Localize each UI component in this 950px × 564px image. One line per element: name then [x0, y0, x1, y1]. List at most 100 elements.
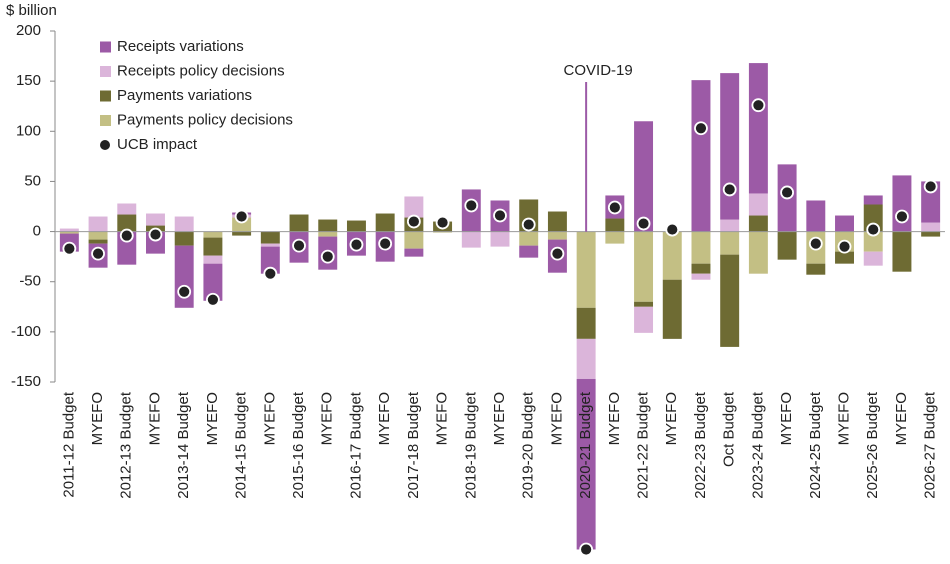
- ucb-dot: [464, 198, 479, 213]
- bar-segment: [634, 231, 654, 302]
- ucb-dot: [62, 241, 77, 256]
- bar-segment: [59, 228, 79, 232]
- bar-segment: [892, 231, 912, 272]
- bar-segment: [490, 231, 510, 247]
- bar-segment: [404, 196, 424, 218]
- x-tick-label: 2022-23 Budget: [692, 391, 709, 499]
- bar-segment: [720, 231, 740, 255]
- x-tick-label: MYEFO: [434, 392, 451, 445]
- bar-segment: [88, 231, 108, 240]
- bar-segment: [260, 243, 280, 247]
- bar-segment: [260, 231, 280, 244]
- y-tick-label: -50: [19, 273, 41, 290]
- bar-segment: [863, 195, 883, 205]
- bar-segment: [203, 263, 223, 301]
- ucb-dot: [148, 227, 163, 242]
- bar-segment: [605, 231, 625, 244]
- legend-label: Receipts variations: [117, 38, 244, 55]
- x-tick-label: MYEFO: [261, 392, 278, 445]
- x-tick-label: 2021-22 Budget: [635, 391, 652, 499]
- bar-segment: [634, 301, 654, 307]
- bar-segment: [921, 231, 941, 237]
- bar-segment: [748, 63, 768, 194]
- ucb-dot: [780, 185, 794, 200]
- bar-segment: [318, 219, 338, 232]
- bar-segment: [634, 306, 654, 333]
- bar-segment: [519, 231, 539, 246]
- x-tick-label: 2024-25 Budget: [807, 391, 824, 499]
- bar-segment: [691, 273, 711, 280]
- y-tick-label: 50: [24, 172, 41, 189]
- bar-segment: [289, 214, 309, 232]
- x-tick-label: 2017-18 Budget: [405, 391, 422, 499]
- ucb-dot: [722, 182, 737, 197]
- x-tick-label: MYEFO: [778, 392, 795, 445]
- bar-segment: [576, 231, 596, 308]
- bar-segment: [260, 246, 280, 274]
- x-tick-label: 2016-17 Budget: [347, 391, 364, 499]
- x-tick-label: 2019-20 Budget: [520, 391, 537, 499]
- legend-label: Payments variations: [117, 87, 252, 104]
- legend-swatch: [100, 41, 111, 53]
- bar-segment: [691, 263, 711, 274]
- ucb-dot: [665, 222, 680, 237]
- bar-segment: [519, 245, 539, 258]
- bar-segment: [863, 251, 883, 266]
- ucb-dot: [895, 209, 909, 224]
- bar-segment: [88, 216, 108, 232]
- bar-segment: [777, 231, 797, 260]
- y-tick-label: 100: [16, 122, 41, 139]
- x-tick-label: 2011-12 Budget: [60, 391, 77, 497]
- ucb-dot: [607, 200, 622, 215]
- ucb-dot: [521, 217, 536, 232]
- ucb-dot: [493, 208, 507, 223]
- bar-segment: [691, 80, 711, 232]
- legend-swatch: [100, 115, 111, 126]
- ucb-dot: [435, 215, 450, 230]
- y-tick-label: -150: [11, 373, 41, 390]
- bar-segment: [863, 231, 883, 252]
- x-tick-label: 2015-16 Budget: [290, 391, 307, 499]
- bar-segment: [806, 200, 826, 232]
- x-tick-label: MYEFO: [89, 392, 106, 445]
- x-tick-label: MYEFO: [376, 392, 393, 445]
- ucb-dot: [406, 214, 421, 229]
- bar-segment: [117, 203, 137, 215]
- x-tick-label: MYEFO: [893, 392, 910, 445]
- bar-segment: [232, 231, 252, 236]
- bar-segment: [748, 193, 768, 216]
- bar-segment: [346, 220, 366, 232]
- ucb-dot: [320, 249, 335, 264]
- ucb-dot: [837, 239, 852, 254]
- bar-segment: [662, 279, 682, 339]
- x-tick-label: MYEFO: [491, 392, 508, 445]
- ucb-dot: [550, 246, 565, 261]
- bar-segment: [461, 231, 481, 248]
- ucb-dot: [119, 228, 134, 243]
- ucb-dot: [378, 236, 393, 251]
- bar-segment: [691, 231, 711, 264]
- bar-segment: [634, 121, 654, 232]
- legend-dot: [100, 140, 110, 150]
- ucb-dot: [206, 292, 220, 307]
- x-tick-label: 2012-13 Budget: [118, 391, 135, 499]
- bar-segment: [921, 181, 941, 223]
- bar-segment: [59, 231, 79, 234]
- bar-segment: [720, 219, 740, 232]
- x-tick-label: 2014-15 Budget: [233, 391, 250, 499]
- bar-segment: [576, 338, 596, 379]
- bar-segment: [748, 231, 768, 274]
- legend-swatch: [100, 66, 111, 77]
- bar-segment: [547, 231, 567, 240]
- bar-segment: [547, 211, 567, 232]
- bar-segment: [146, 213, 165, 226]
- x-tick-label: MYEFO: [663, 392, 680, 445]
- bar-segment: [921, 222, 941, 232]
- bar-segment: [117, 214, 137, 232]
- y-tick-label: 200: [16, 22, 41, 39]
- x-tick-label: MYEFO: [548, 392, 565, 445]
- bar-segment: [720, 73, 740, 220]
- legend-label: Receipts policy decisions: [117, 62, 285, 79]
- ucb-dot: [694, 121, 708, 136]
- x-tick-label: MYEFO: [835, 392, 852, 445]
